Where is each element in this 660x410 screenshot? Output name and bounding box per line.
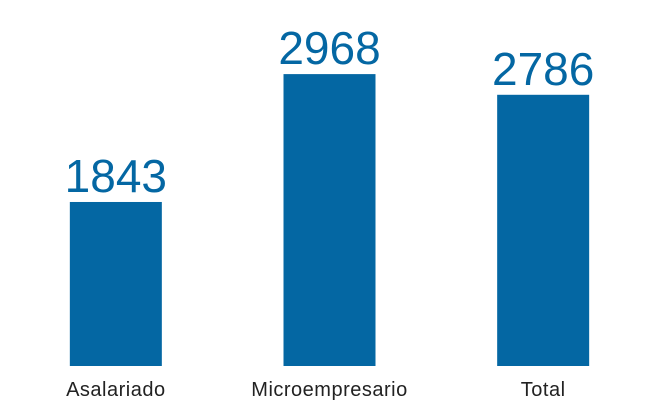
value-label: 2786 [492,43,594,95]
x-tick-label: Microempresario [251,379,407,401]
bar [283,74,376,366]
x-tick-label: Asalariado [66,379,166,401]
bar [69,201,162,366]
bar [497,94,590,367]
value-label: 2968 [278,22,380,74]
x-tick-label: Total [521,379,566,401]
value-label: 1843 [65,150,167,202]
